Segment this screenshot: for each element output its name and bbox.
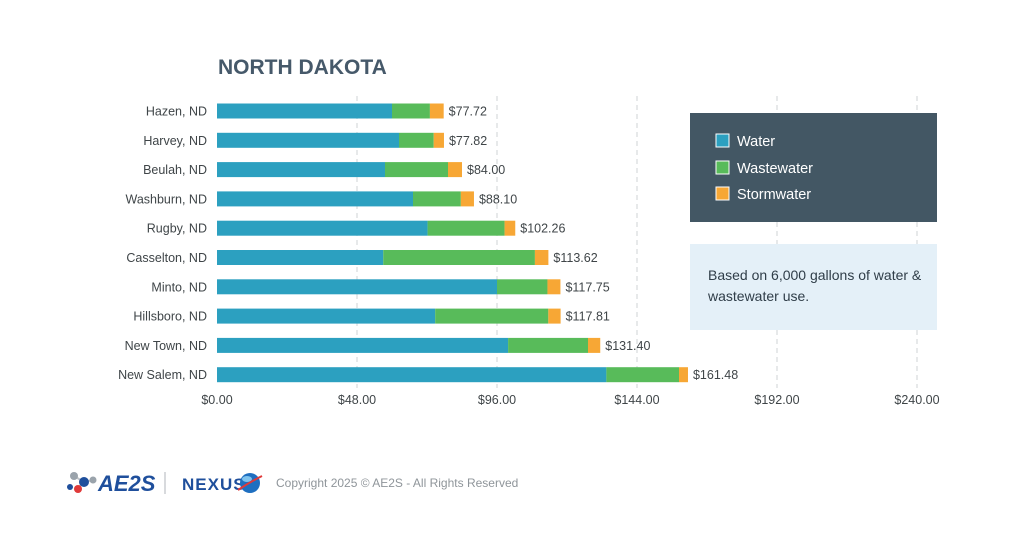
bar-wastewater [383,250,535,265]
bar-stormwater [448,162,462,178]
legend-label-wastewater: Wastewater [737,161,813,177]
ae2s-logo-text: AE2S [97,471,156,496]
bar-wastewater [497,279,548,295]
total-label: $131.40 [605,339,650,353]
bar-stormwater [460,191,474,207]
note-box: Based on 6,000 gallons of water & wastew… [690,244,937,330]
chart-title: NORTH DAKOTA [218,56,387,79]
total-label: $84.00 [467,163,505,177]
bar-water [217,250,384,265]
x-axis-ticks: $0.00 $48.00 $96.00 $144.00 $192.00 $240.00 [201,393,939,407]
bar-stormwater [548,308,561,324]
total-label: $161.48 [693,368,738,382]
x-tick-label: $240.00 [894,393,939,407]
category-label: Casselton, ND [126,251,207,265]
legend-background [690,113,937,222]
x-tick-label: $0.00 [201,393,232,407]
category-label: Hazen, ND [146,105,207,119]
bar-water [217,337,509,353]
bar-wastewater [606,367,679,383]
category-label: Rugby, ND [147,222,207,236]
x-tick-label: $144.00 [614,393,659,407]
bar-water [217,103,392,119]
note-line-1: Based on 6,000 gallons of water & [708,267,922,283]
category-label: New Salem, ND [118,368,207,382]
bar-water [217,367,607,383]
bar-stormwater [433,132,444,148]
bar-water [217,191,413,207]
x-tick-label: $48.00 [338,393,376,407]
bar-wastewater [427,220,505,236]
bar-wastewater [508,337,588,353]
bar-stormwater [504,220,516,236]
legend-label-stormwater: Stormwater [737,187,811,203]
total-label: $102.26 [520,222,565,236]
nexus-logo-text: NEXUS [182,475,246,494]
legend: Water Wastewater Stormwater [690,113,937,222]
total-label: $113.62 [553,251,597,265]
total-labels: $77.72 $77.82 $84.00 $88.10 $102.26 $113.62 $1… [449,105,739,383]
bar-wastewater [399,132,434,148]
category-label: New Town, ND [125,339,207,353]
bar-stormwater [547,279,561,295]
bar-water [217,220,428,236]
legend-swatch-wastewater [715,160,730,175]
bars [217,103,688,383]
bar-wastewater [392,103,430,119]
total-label: $77.72 [449,105,487,119]
legend-swatch-water [715,133,730,148]
total-label: $77.82 [449,134,487,148]
ae2s-logo: AE2S [67,471,156,496]
category-label: Washburn, ND [125,192,207,206]
x-tick-label: $96.00 [478,393,516,407]
bar-stormwater [429,103,444,119]
category-labels: Hazen, ND Harvey, ND Beulah, ND Washburn, N… [118,105,207,383]
category-label: Harvey, ND [143,134,207,148]
bar-water [217,162,385,178]
footer: AE2S NEXUS Copyright 2025 © AE2S - All R… [67,471,518,496]
copyright-text: Copyright 2025 © AE2S - All Rights Reser… [276,476,518,490]
category-label: Beulah, ND [143,163,207,177]
legend-label-water: Water [737,134,775,150]
category-label: Minto, ND [151,280,207,294]
total-label: $88.10 [479,192,517,206]
note-line-2: wastewater use. [707,288,809,304]
bar-wastewater [435,308,549,324]
molecule-icon [67,472,97,493]
legend-swatch-stormwater [715,186,730,201]
bar-wastewater [385,162,448,178]
category-label: Hillsboro, ND [133,310,207,324]
bar-stormwater [679,367,688,383]
nexus-logo: NEXUS [182,473,263,494]
bar-water [217,132,399,148]
bar-water [217,279,497,295]
globe-icon [237,473,263,493]
bar-wastewater [413,191,461,207]
bar-stormwater [588,337,601,353]
bar-water [217,308,436,324]
note-background [690,244,937,330]
total-label: $117.81 [566,310,610,324]
total-label: $117.75 [565,280,609,294]
x-tick-label: $192.00 [754,393,799,407]
bar-stormwater [534,250,549,265]
